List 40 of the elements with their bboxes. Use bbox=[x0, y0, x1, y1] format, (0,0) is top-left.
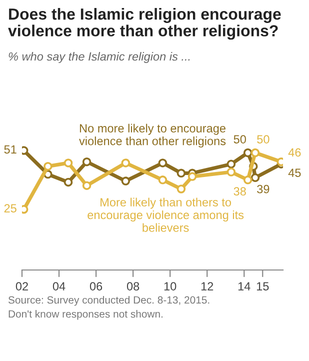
point bbox=[188, 172, 197, 181]
data-label: 51 bbox=[4, 145, 16, 154]
data-label: 46 bbox=[288, 148, 301, 157]
point bbox=[243, 148, 252, 158]
data-label: 50 bbox=[257, 135, 270, 144]
point bbox=[82, 157, 92, 166]
point bbox=[121, 158, 130, 168]
point bbox=[176, 184, 186, 194]
data-label: 45 bbox=[288, 168, 301, 177]
point bbox=[121, 176, 130, 186]
series-label: More likely than others to encourage violence among its believers bbox=[88, 198, 244, 232]
chart-title: Does the Islamic religion encourage violence more than other religions? bbox=[8, 8, 281, 40]
point bbox=[64, 158, 73, 168]
data-label: 38 bbox=[234, 187, 246, 196]
x-tick-label: 15 bbox=[256, 282, 269, 290]
chart-subtitle: % who say the Islamic religion is ... bbox=[8, 52, 190, 64]
data-label: 39 bbox=[257, 184, 270, 194]
point bbox=[44, 162, 52, 171]
x-tick-label: 04 bbox=[52, 282, 66, 290]
data-label: 50 bbox=[234, 135, 246, 144]
point bbox=[158, 176, 168, 184]
point bbox=[243, 176, 252, 184]
point bbox=[226, 168, 236, 176]
point bbox=[250, 173, 260, 182]
x-tick-label: 06 bbox=[90, 282, 102, 290]
point bbox=[158, 158, 168, 168]
point bbox=[82, 181, 92, 190]
point bbox=[64, 178, 73, 187]
x-tick-label: 02 bbox=[16, 282, 28, 290]
data-label: 25 bbox=[4, 204, 16, 213]
x-tick-label: 08 bbox=[126, 282, 140, 290]
x-tick-label: 10 bbox=[164, 282, 176, 290]
point bbox=[250, 148, 260, 158]
x-tick-label: 12 bbox=[201, 282, 214, 290]
series-label: No more likely to encourage violence than other religions bbox=[79, 124, 226, 148]
point bbox=[176, 168, 186, 178]
text: Don't know responses not shown. bbox=[8, 310, 162, 320]
x-tick-label: 14 bbox=[238, 282, 250, 290]
point bbox=[226, 160, 236, 168]
source-note: Source: Survey conducted Dec. 8-13, 2015. bbox=[8, 296, 210, 306]
